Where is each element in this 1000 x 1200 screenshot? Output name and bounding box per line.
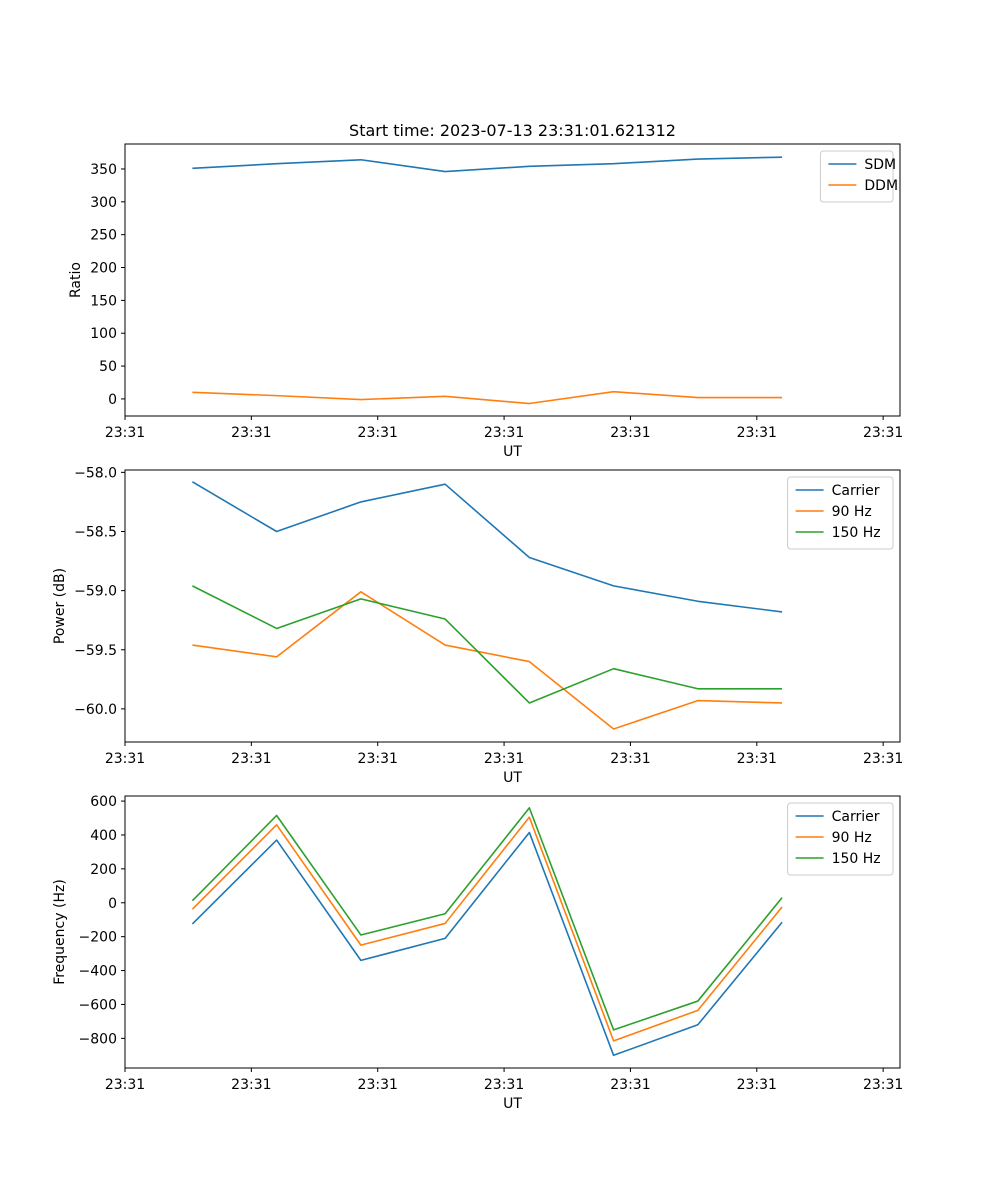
frequency-x-tick-label: 23:31 <box>358 1077 398 1093</box>
power-x-tick-label: 23:31 <box>863 751 903 767</box>
frequency-legend-label: 90 Hz <box>832 830 872 846</box>
power-legend-label: 90 Hz <box>832 504 872 520</box>
frequency-y-tick-label: 200 <box>90 862 117 878</box>
ratio-x-tick-label: 23:31 <box>358 425 398 441</box>
ratio-x-tick-label: 23:31 <box>863 425 903 441</box>
frequency-legend-box <box>787 802 894 876</box>
ratio-series-ddm-line <box>192 390 783 405</box>
frequency-x-tick-label: 23:31 <box>737 1077 777 1093</box>
power-x-tick-label: 23:31 <box>358 751 398 767</box>
ratio-y-tick-label: 150 <box>90 293 117 309</box>
power-legend: Carrier 90 Hz 150 Hz <box>787 476 894 550</box>
power-x-tick-label: 23:31 <box>231 751 271 767</box>
ratio-series-sdm-line <box>192 156 783 173</box>
frequency-panel: 23:31 23:31 23:31 23:31 23:31 23:31 23:31 −800 −… <box>52 794 903 1112</box>
ratio-panel: 23:31 23:31 23:31 23:31 23:31 23:31 23:31 0 50 10… <box>68 143 903 460</box>
ratio-x-tick-label: 23:31 <box>610 425 650 441</box>
power-series-carrier-line <box>191 481 783 613</box>
ratio-axes-frame <box>124 143 901 417</box>
frequency-x-tick-label: 23:31 <box>863 1077 903 1093</box>
ratio-legend-label: SDM <box>864 157 896 173</box>
power-x-tick-label: 23:31 <box>737 751 777 767</box>
frequency-legend: Carrier 90 Hz 150 Hz <box>787 802 894 876</box>
power-legend-box <box>787 476 894 550</box>
ratio-y-tick-label: 0 <box>108 392 117 408</box>
frequency-legend-label: 150 Hz <box>832 851 881 867</box>
frequency-y-tick-label: −400 <box>79 964 117 980</box>
frequency-x-tick-label: 23:31 <box>105 1077 145 1093</box>
ratio-y-tick-label: 350 <box>90 162 117 178</box>
ratio-y-axis-label: Ratio <box>68 262 84 298</box>
power-axes-frame <box>124 469 901 743</box>
ratio-x-axis-label: UT <box>503 444 522 460</box>
power-panel: 23:31 23:31 23:31 23:31 23:31 23:31 23:31 −60.0… <box>52 465 903 786</box>
frequency-y-tick-label: 0 <box>108 896 117 912</box>
power-x-tick-label: 23:31 <box>105 751 145 767</box>
power-legend-label: 150 Hz <box>832 525 881 541</box>
ratio-legend-label: DDM <box>864 178 898 194</box>
frequency-x-tick-label: 23:31 <box>484 1077 524 1093</box>
ratio-legend: SDM DDM <box>819 150 898 203</box>
ratio-y-tick-label: 300 <box>90 195 117 211</box>
frequency-series-150-hz-line <box>191 807 783 1031</box>
power-legend-label: Carrier <box>832 483 880 499</box>
ratio-y-tick-label: 50 <box>99 359 117 375</box>
ratio-x-tick-label: 23:31 <box>484 425 524 441</box>
frequency-y-tick-label: 600 <box>90 794 117 810</box>
power-y-tick-label: −58.5 <box>74 524 117 540</box>
frequency-y-tick-label: 400 <box>90 828 117 844</box>
power-x-tick-label: 23:31 <box>610 751 650 767</box>
power-y-tick-label: −59.0 <box>74 584 117 600</box>
frequency-axes-frame <box>124 795 901 1069</box>
ratio-x-tick-label: 23:31 <box>231 425 271 441</box>
ratio-y-tick-label: 250 <box>90 228 117 244</box>
power-y-tick-label: −59.5 <box>74 643 117 659</box>
power-y-axis-label: Power (dB) <box>52 568 68 644</box>
power-y-tick-label: −60.0 <box>74 702 117 718</box>
power-x-tick-label: 23:31 <box>484 751 524 767</box>
ratio-y-tick-label: 200 <box>90 261 117 277</box>
power-series-90-hz-line <box>192 591 783 730</box>
ratio-x-tick-label: 23:31 <box>737 425 777 441</box>
frequency-y-tick-label: −800 <box>79 1031 117 1047</box>
frequency-x-tick-label: 23:31 <box>231 1077 271 1093</box>
frequency-y-tick-label: −200 <box>79 930 117 946</box>
power-series-150-hz-line <box>192 585 783 704</box>
frequency-legend-label: Carrier <box>832 809 880 825</box>
ratio-y-tick-label: 100 <box>90 326 117 342</box>
frequency-x-tick-label: 23:31 <box>610 1077 650 1093</box>
power-x-axis-label: UT <box>503 770 522 786</box>
frequency-series-carrier-line <box>191 831 783 1057</box>
frequency-y-axis-label: Frequency (Hz) <box>52 879 68 985</box>
chart-title: Start time: 2023-07-13 23:31:01.621312 <box>349 121 676 140</box>
frequency-y-tick-label: −600 <box>79 997 117 1013</box>
ratio-x-tick-label: 23:31 <box>105 425 145 441</box>
frequency-x-axis-label: UT <box>503 1096 522 1112</box>
power-y-tick-label: −58.0 <box>74 465 117 481</box>
frequency-series-90-hz-line <box>191 816 783 1042</box>
